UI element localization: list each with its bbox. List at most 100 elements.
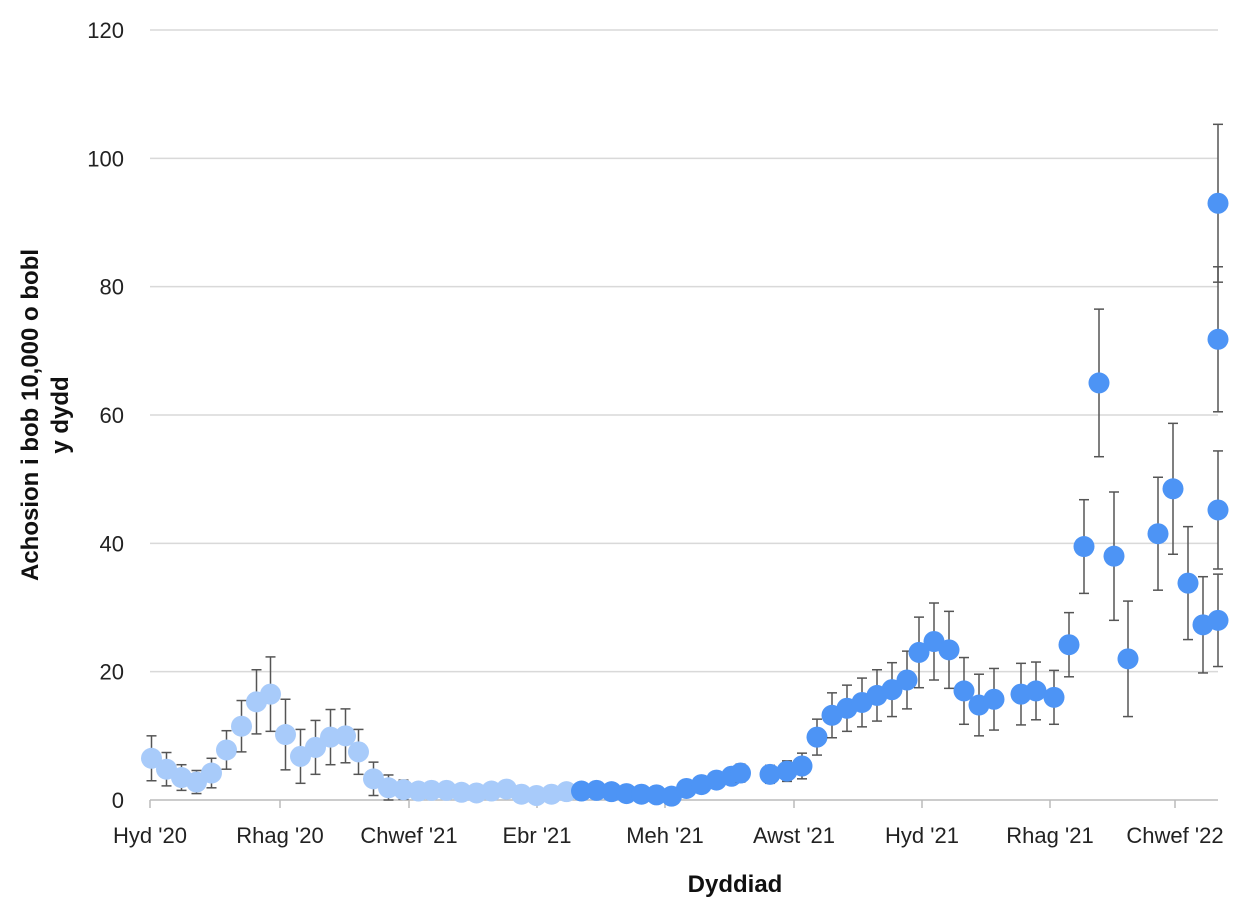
data-point — [348, 728, 369, 776]
marker — [1177, 572, 1199, 594]
data-point — [938, 610, 960, 690]
marker — [1207, 328, 1229, 350]
marker — [616, 783, 637, 805]
data-point — [335, 708, 356, 764]
marker — [631, 783, 652, 805]
marker — [141, 747, 162, 769]
data-point — [923, 602, 945, 681]
x-axis — [149, 799, 1218, 808]
data-point — [1025, 661, 1047, 721]
y-tick-label: 20 — [100, 660, 124, 685]
x-tick-label: Chwef '22 — [1126, 823, 1223, 848]
marker — [231, 715, 252, 737]
data-point — [1162, 422, 1184, 555]
data-point — [646, 784, 667, 806]
data-point — [451, 781, 472, 803]
data-point — [1207, 123, 1229, 283]
data-point — [275, 698, 296, 771]
x-tick-labels: Hyd '20 Rhag '20 Chwef '21 Ebr '21 Meh '21 Aw… — [113, 823, 1224, 848]
data-point — [791, 752, 813, 780]
y-tick-label: 80 — [100, 275, 124, 300]
marker — [908, 641, 930, 663]
data-point — [526, 785, 547, 807]
data-point — [806, 718, 828, 756]
x-axis-title: Dyddiad — [688, 871, 783, 898]
marker — [305, 736, 326, 758]
marker — [201, 762, 222, 784]
data-point — [616, 783, 637, 805]
marker — [348, 741, 369, 763]
marker — [511, 783, 532, 805]
data-point — [730, 762, 751, 784]
marker — [1147, 523, 1169, 545]
data-point — [320, 708, 341, 766]
marker — [646, 784, 667, 806]
x-tick-label: Ebr '21 — [502, 823, 571, 848]
x-tick-label: Rhag '21 — [1006, 823, 1093, 848]
y-axis-title-line1: Achosion i bob 10,000 o bobl — [17, 249, 44, 581]
data-point — [305, 719, 326, 776]
x-tick-label: Meh '21 — [626, 823, 704, 848]
data-point — [1103, 491, 1125, 622]
data-point — [216, 729, 237, 770]
data-point — [1147, 476, 1169, 591]
marker — [586, 779, 607, 801]
marker — [1025, 680, 1047, 702]
marker — [896, 669, 918, 691]
data-point — [1207, 450, 1229, 570]
marker — [1073, 536, 1095, 558]
data-point — [908, 616, 930, 689]
marker — [275, 724, 296, 746]
marker — [556, 781, 577, 803]
data-point — [201, 757, 222, 789]
data-point — [421, 779, 442, 801]
data-point — [1043, 669, 1065, 726]
x-tick-label: Rhag '20 — [236, 823, 323, 848]
data-point — [631, 783, 652, 805]
data-point — [1058, 611, 1080, 678]
marker — [983, 688, 1005, 710]
marker — [451, 781, 472, 803]
marker — [1162, 478, 1184, 500]
marker — [938, 639, 960, 661]
x-tick-label: Hyd '20 — [113, 823, 187, 848]
marker — [393, 779, 414, 801]
marker — [806, 726, 828, 748]
marker — [1207, 609, 1229, 631]
data-point — [953, 656, 975, 726]
marker — [1207, 192, 1229, 214]
x-tick-label: Hyd '21 — [885, 823, 959, 848]
marker — [881, 679, 903, 701]
data-point — [393, 779, 414, 801]
marker — [953, 680, 975, 702]
marker — [730, 762, 751, 784]
marker — [759, 763, 781, 785]
data-point — [556, 781, 577, 803]
gridlines — [150, 29, 1218, 673]
marker — [320, 726, 341, 748]
y-tick-label: 60 — [100, 403, 124, 428]
marker — [1088, 372, 1110, 394]
y-tick-label: 40 — [100, 531, 124, 556]
marker — [260, 683, 281, 705]
data-point — [586, 779, 607, 801]
marker — [421, 779, 442, 801]
marker — [1058, 634, 1080, 656]
y-tick-labels: 0 20 40 60 80 100 120 — [87, 18, 124, 813]
y-tick-label: 100 — [87, 146, 124, 171]
data-point — [881, 661, 903, 718]
data-point — [1207, 266, 1229, 413]
marker — [1043, 686, 1065, 708]
data-point — [1177, 525, 1199, 641]
data-point — [1117, 600, 1139, 718]
x-tick-label: Awst '21 — [753, 823, 835, 848]
data-point — [511, 783, 532, 805]
marker — [791, 755, 813, 777]
data-points — [141, 123, 1229, 807]
marker — [335, 725, 356, 747]
marker — [526, 785, 547, 807]
data-point — [1207, 573, 1229, 668]
marker — [1103, 545, 1125, 567]
marker — [216, 739, 237, 761]
